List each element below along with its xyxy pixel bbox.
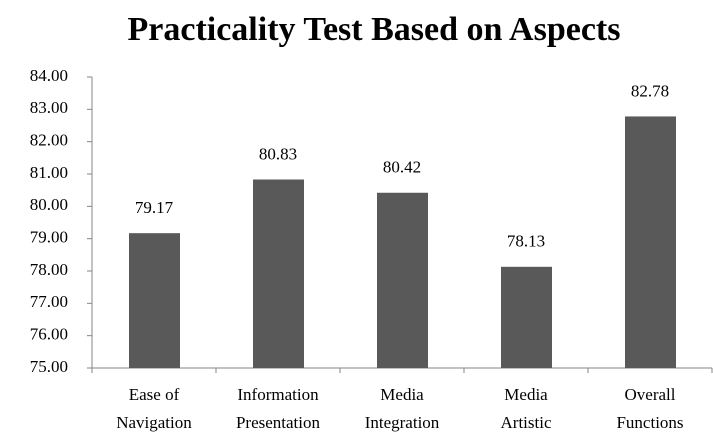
chart-title: Practicality Test Based on Aspects xyxy=(128,11,621,48)
bar xyxy=(129,233,180,368)
x-tick-label: Overall xyxy=(625,385,676,404)
data-label: 80.83 xyxy=(259,144,297,163)
y-tick-label: 83.00 xyxy=(30,98,68,117)
data-label: 80.42 xyxy=(383,158,421,177)
y-tick-label: 76.00 xyxy=(30,325,68,344)
x-tick-label: Functions xyxy=(616,413,683,432)
bar xyxy=(253,179,304,368)
data-label: 79.17 xyxy=(135,198,174,217)
y-tick-label: 84.00 xyxy=(30,66,68,85)
y-tick-label: 81.00 xyxy=(30,163,68,182)
x-tick-label: Navigation xyxy=(116,413,192,432)
bar xyxy=(625,116,676,369)
data-label: 82.78 xyxy=(631,81,669,100)
y-tick-label: 82.00 xyxy=(30,131,68,150)
x-tick-label: Ease of xyxy=(129,385,180,404)
x-tick-label: Media xyxy=(380,385,424,404)
x-tick-label: Presentation xyxy=(236,413,321,432)
bar xyxy=(377,192,428,368)
x-tick-label: Artistic xyxy=(501,413,552,432)
y-tick-label: 75.00 xyxy=(30,357,68,376)
x-tick-label: Integration xyxy=(365,413,440,432)
x-tick-label: Media xyxy=(504,385,548,404)
y-tick-label: 80.00 xyxy=(30,195,68,214)
data-label: 78.13 xyxy=(507,232,545,251)
bar xyxy=(501,266,552,368)
y-tick-label: 77.00 xyxy=(30,292,68,311)
y-tick-label: 78.00 xyxy=(30,260,68,279)
y-tick-label: 79.00 xyxy=(30,228,68,247)
x-tick-label: Information xyxy=(237,385,319,404)
